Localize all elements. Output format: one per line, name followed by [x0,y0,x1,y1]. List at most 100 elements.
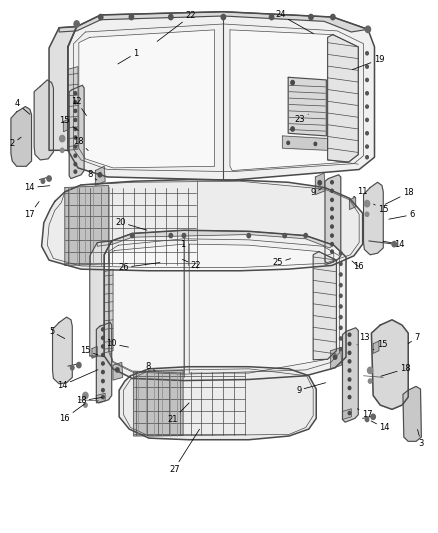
Circle shape [348,360,351,363]
Circle shape [131,233,134,238]
Polygon shape [364,182,383,255]
Circle shape [331,243,333,246]
Text: 1: 1 [118,49,138,64]
Circle shape [331,216,333,219]
Text: 11: 11 [353,188,368,197]
Circle shape [77,362,81,368]
Circle shape [331,198,333,201]
FancyBboxPatch shape [218,183,236,195]
Text: 6: 6 [389,211,414,219]
Circle shape [74,21,79,27]
Circle shape [47,176,51,181]
Polygon shape [96,322,112,403]
Circle shape [348,333,351,336]
Polygon shape [95,166,105,185]
Polygon shape [53,317,72,384]
Text: 1: 1 [177,240,186,250]
Circle shape [339,305,342,308]
Polygon shape [92,346,97,358]
Circle shape [348,395,351,399]
Polygon shape [189,244,336,373]
Polygon shape [68,67,78,150]
Text: 5: 5 [49,327,65,338]
Circle shape [182,233,186,238]
Text: 15: 15 [373,341,387,350]
Text: 9: 9 [296,383,325,394]
Circle shape [331,189,333,192]
Circle shape [371,414,375,419]
Text: 15: 15 [60,117,78,131]
Circle shape [74,163,77,166]
Circle shape [331,181,333,184]
Polygon shape [313,252,336,360]
Circle shape [339,326,342,329]
Text: 27: 27 [169,429,199,473]
Circle shape [364,200,370,207]
Polygon shape [350,197,356,209]
Text: 9: 9 [311,189,321,197]
Polygon shape [315,173,325,195]
Polygon shape [110,244,184,373]
Circle shape [116,368,119,372]
Circle shape [348,369,351,372]
Polygon shape [288,77,326,136]
Text: 18: 18 [385,189,413,204]
Circle shape [318,181,321,185]
Polygon shape [134,370,183,436]
Polygon shape [371,320,408,409]
Text: 8: 8 [145,362,155,371]
Circle shape [169,14,173,20]
Text: 14: 14 [25,183,49,192]
Polygon shape [119,367,316,440]
Circle shape [339,262,342,265]
Circle shape [74,127,77,131]
Circle shape [339,316,342,319]
Circle shape [348,386,351,390]
Text: 15: 15 [80,346,98,355]
Polygon shape [104,269,113,353]
Circle shape [366,78,368,82]
Circle shape [60,135,65,142]
Polygon shape [113,362,123,380]
Circle shape [331,225,333,228]
Text: 14: 14 [383,240,405,248]
Text: 17: 17 [25,201,39,219]
Circle shape [348,342,351,345]
Circle shape [287,141,290,144]
Circle shape [169,233,173,238]
Polygon shape [34,80,53,160]
Circle shape [102,353,104,357]
Circle shape [98,173,102,177]
Polygon shape [69,85,84,179]
Circle shape [74,118,77,122]
Circle shape [291,127,294,131]
Circle shape [366,132,368,135]
Text: 12: 12 [71,97,86,116]
Polygon shape [79,30,215,168]
Text: 14: 14 [57,370,98,390]
Text: 4: 4 [15,100,30,114]
Text: 10: 10 [106,340,128,348]
Text: 16: 16 [352,261,364,271]
Circle shape [331,250,333,253]
Circle shape [102,328,104,331]
Circle shape [339,348,342,351]
Polygon shape [49,27,77,150]
Text: 22: 22 [157,12,196,42]
Text: 21: 21 [168,403,189,424]
Polygon shape [97,230,334,248]
Circle shape [367,367,373,374]
Circle shape [41,179,45,183]
Circle shape [74,154,77,157]
Text: 18: 18 [73,137,88,150]
Circle shape [365,212,369,216]
Text: 17: 17 [357,409,372,419]
Text: 3: 3 [417,430,424,448]
Circle shape [392,241,396,247]
Circle shape [331,234,333,237]
Circle shape [102,362,104,365]
Text: 2: 2 [10,137,21,148]
Polygon shape [42,180,363,271]
Circle shape [102,379,104,383]
Polygon shape [403,386,421,441]
